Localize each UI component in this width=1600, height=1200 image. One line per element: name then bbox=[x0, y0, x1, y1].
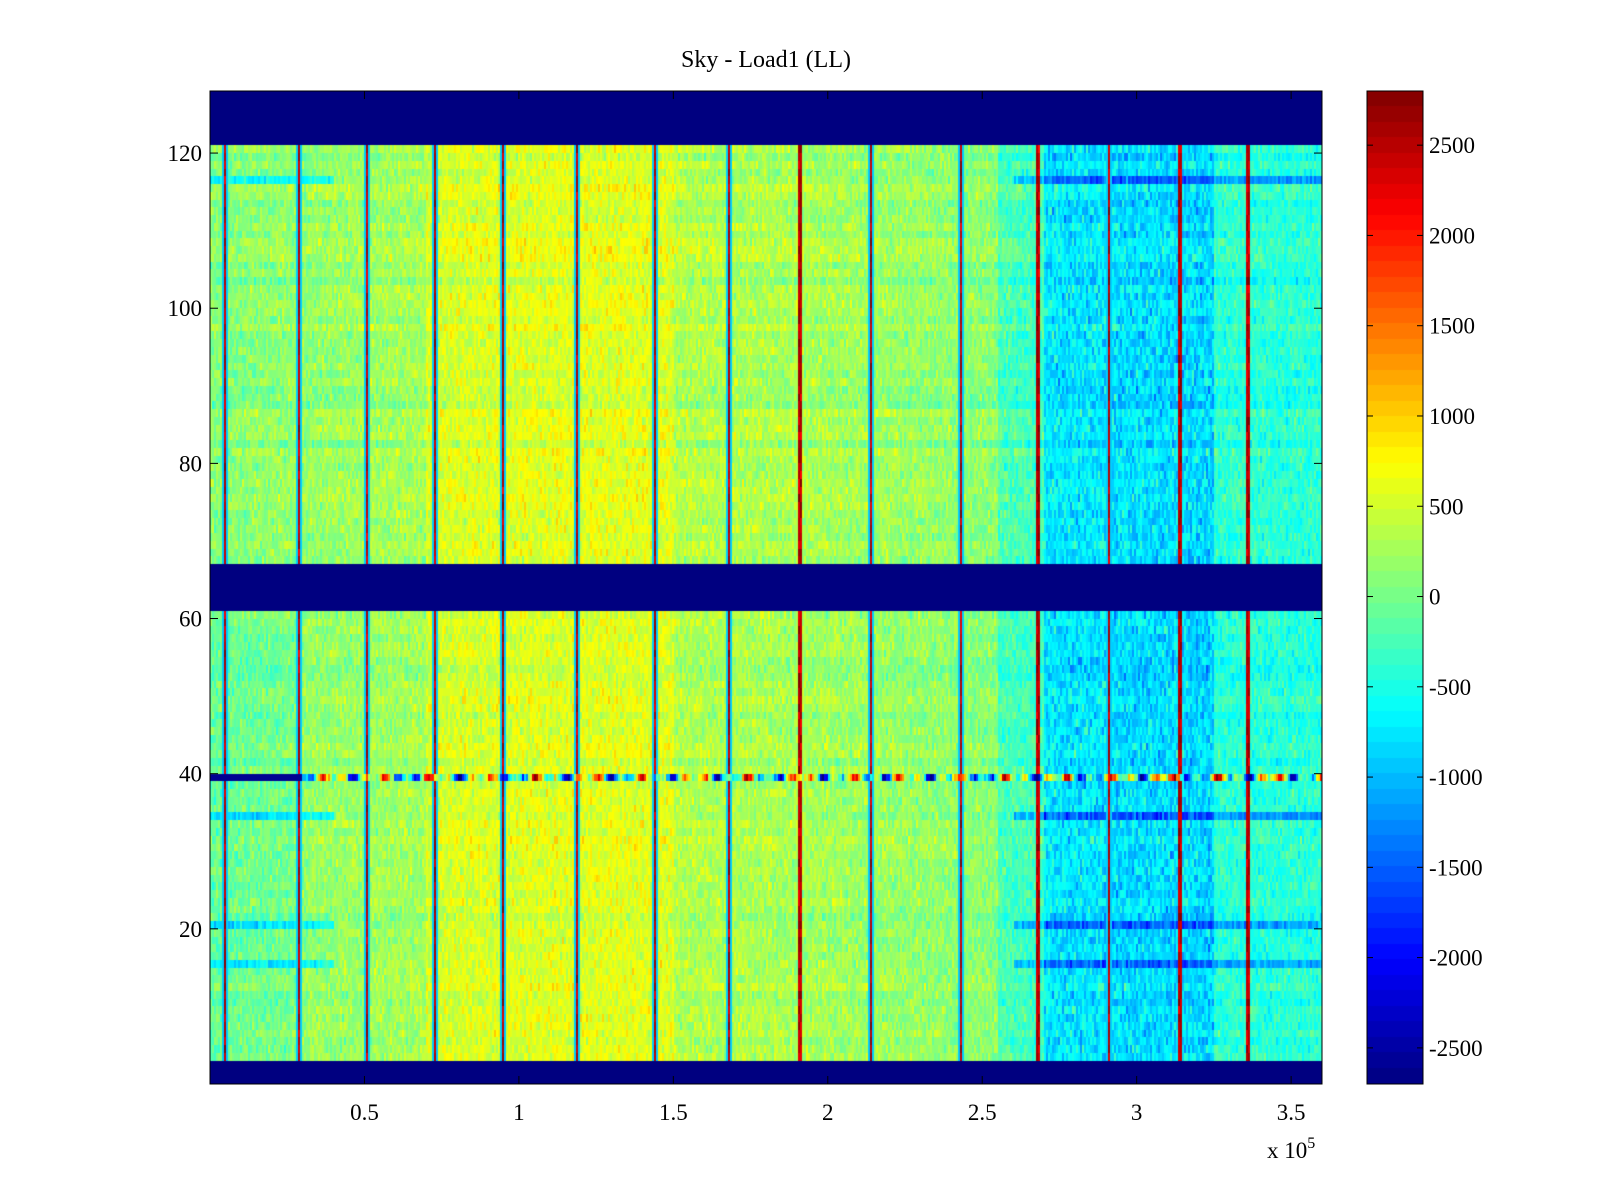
y-tick-label: 40 bbox=[179, 762, 202, 787]
colorbar-axis: 2500 2000 1500 1000 500 0 -500 -1000 -1500 -2000 -… bbox=[1367, 133, 1483, 1061]
colorbar-tick-label: -1500 bbox=[1429, 855, 1483, 880]
colorbar-tick-label: 2500 bbox=[1429, 133, 1475, 158]
plot-frame bbox=[209, 90, 1323, 1085]
x-tick-label: 1.5 bbox=[659, 1100, 688, 1125]
chart-title: Sky - Load1 (LL) bbox=[681, 47, 851, 73]
colorbar-tick-label: 1000 bbox=[1429, 404, 1475, 429]
colorbar-tick-label: 1500 bbox=[1429, 314, 1475, 339]
colorbar-frame bbox=[1366, 90, 1424, 1085]
colorbar-tick-label: -2500 bbox=[1429, 1036, 1483, 1061]
x-multiplier-exponent: 5 bbox=[1307, 1135, 1315, 1152]
colorbar-tick-label: -1000 bbox=[1429, 765, 1483, 790]
x-tick-label: 1 bbox=[513, 1100, 525, 1125]
colorbar-tick-label: 2000 bbox=[1429, 223, 1475, 248]
x-tick-label: 3 bbox=[1131, 1100, 1143, 1125]
x-axis: 0.5 1 1.5 2 2.5 3 3.5 bbox=[350, 91, 1305, 1125]
heatmap-image bbox=[210, 91, 1322, 1084]
x-tick-label: 2.5 bbox=[968, 1100, 997, 1125]
colorbar-tick-label: -500 bbox=[1429, 675, 1471, 700]
y-tick-label: 60 bbox=[179, 607, 202, 632]
y-tick-label: 20 bbox=[179, 917, 202, 942]
y-tick-label: 100 bbox=[168, 296, 203, 321]
colorbar-tick-label: -2000 bbox=[1429, 946, 1483, 971]
y-tick-label: 80 bbox=[179, 451, 202, 476]
colorbar-gradient bbox=[1367, 91, 1423, 1084]
x-tick-label: 3.5 bbox=[1277, 1100, 1306, 1125]
x-tick-label: 2 bbox=[822, 1100, 834, 1125]
colorbar-tick-label: 500 bbox=[1429, 494, 1464, 519]
y-axis: 20 40 60 80 100 120 bbox=[168, 141, 1322, 942]
x-multiplier-label: x 105 bbox=[1267, 1135, 1315, 1163]
colorbar-tick-label: 0 bbox=[1429, 585, 1441, 610]
x-multiplier-base: x 10 bbox=[1267, 1138, 1307, 1163]
x-tick-label: 0.5 bbox=[350, 1100, 379, 1125]
y-tick-label: 120 bbox=[168, 141, 203, 166]
